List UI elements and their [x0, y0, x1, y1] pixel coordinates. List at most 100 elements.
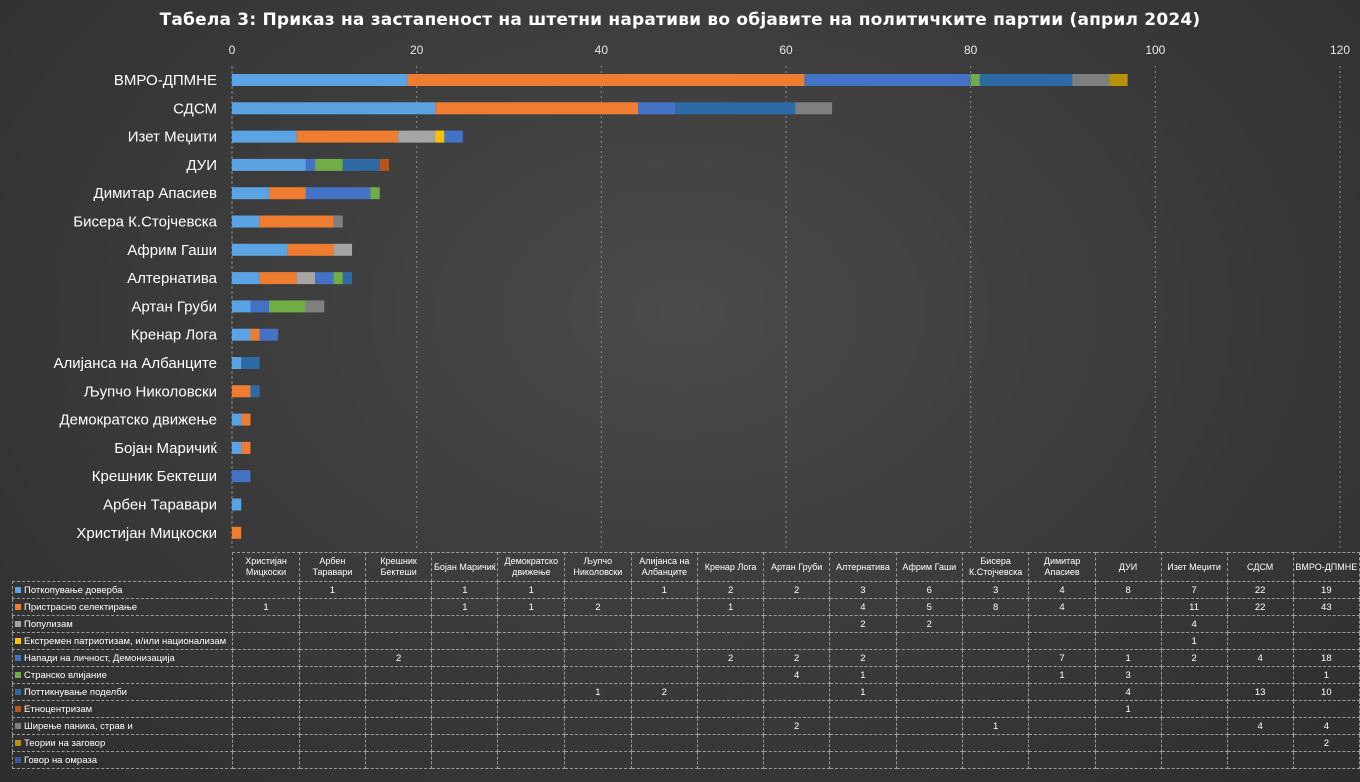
- legend-swatch: [15, 722, 21, 729]
- bar-segment: [232, 158, 306, 171]
- table-cell: [895, 751, 963, 769]
- series-name: Популизам: [24, 618, 73, 630]
- table-cell: [829, 734, 897, 752]
- table-cell: [564, 649, 632, 667]
- bar-segment: [370, 187, 380, 200]
- bar-segment: [305, 300, 325, 313]
- category-label: Алијанса на Албанците: [53, 355, 217, 372]
- table-cell: [961, 649, 1030, 667]
- table-cell: [763, 615, 831, 633]
- table-cell: [763, 700, 831, 718]
- table-cell: [431, 700, 499, 718]
- series-label: Ширење паника, страв и: [11, 717, 234, 735]
- bars: [232, 74, 1128, 539]
- table-cell: [497, 717, 566, 735]
- table-cell: 4: [1028, 581, 1096, 599]
- table-cell: [697, 734, 765, 752]
- x-tick-label-100: 100: [1145, 43, 1165, 57]
- category-label: Демократско движење: [59, 412, 217, 429]
- bar-segment: [268, 300, 306, 313]
- table-cell: 2: [697, 581, 765, 599]
- table-cell: [895, 734, 963, 752]
- table-cell: [630, 632, 699, 650]
- table-cell: 1: [232, 598, 300, 616]
- bar-segment: [232, 187, 269, 200]
- table-cell: 2: [1160, 649, 1228, 667]
- bar-segment: [1072, 74, 1110, 86]
- table-cell: [1094, 734, 1162, 752]
- table-cell: 4: [1226, 649, 1294, 667]
- category-label: ДУИ: [186, 157, 217, 174]
- table-cell: [1160, 666, 1228, 684]
- bar-segment: [379, 158, 389, 171]
- table-corner: [13, 553, 233, 582]
- table-cell: [1028, 615, 1096, 633]
- bar-segment: [979, 74, 1073, 86]
- legend-swatch: [15, 671, 21, 678]
- table-cell: 1: [1094, 700, 1162, 718]
- table-row: Екстремен патриотизам, и/или национализа…: [11, 632, 1360, 650]
- table-cell: 1: [829, 683, 897, 701]
- table-cell: [1292, 615, 1360, 633]
- table-column-header: Димитар Апасиев: [1028, 552, 1096, 582]
- table-column-header: Изет Меџити: [1160, 552, 1228, 582]
- category-label: Крешник Бектеши: [92, 468, 217, 485]
- legend-swatch: [15, 637, 21, 644]
- bar-segment: [315, 158, 343, 171]
- table-cell: [564, 734, 632, 752]
- table-cell: [1028, 734, 1096, 752]
- series-label: Пристрасно селектирање: [11, 598, 234, 616]
- table-column-header: Кренар Лога: [697, 552, 765, 582]
- table-cell: [365, 717, 433, 735]
- table-cell: 5: [895, 598, 963, 616]
- table-cell: [497, 666, 566, 684]
- bar-segment: [232, 357, 242, 369]
- table-cell: 1: [298, 581, 367, 599]
- bar-segment: [398, 130, 436, 143]
- table-cell: [961, 615, 1030, 633]
- table-cell: 3: [961, 581, 1030, 599]
- table-cell: [697, 751, 765, 769]
- table-column-header: Арбен Таравари: [298, 552, 367, 582]
- series-label: Етноцентризам: [11, 700, 234, 718]
- table-cell: [298, 717, 367, 735]
- table-cell: 4: [763, 666, 831, 684]
- table-cell: 2: [829, 615, 897, 633]
- bar-segment: [232, 215, 260, 228]
- table-row: Поттикнување поделби 1 2 1 4 13 10: [11, 683, 1360, 701]
- table-row: Теории на заговор 2: [11, 734, 1360, 752]
- legend-swatch: [15, 620, 21, 627]
- table-cell: [829, 700, 897, 718]
- table-cell: 1: [1028, 666, 1096, 684]
- table-cell: [232, 751, 300, 769]
- table-cell: [298, 734, 367, 752]
- table-column-header: ДУИ: [1094, 552, 1162, 582]
- table-cell: [431, 734, 499, 752]
- table-cell: 2: [763, 649, 831, 667]
- table-cell: [298, 683, 367, 701]
- table-cell: 2: [365, 649, 433, 667]
- category-label: Арбен Таравари: [103, 497, 217, 514]
- bar-segment: [250, 385, 260, 398]
- table-cell: [895, 717, 963, 735]
- table-cell: 3: [829, 581, 897, 599]
- table-cell: [1160, 700, 1228, 718]
- table-cell: [1094, 615, 1162, 633]
- table-cell: [431, 666, 499, 684]
- legend-swatch: [15, 688, 21, 695]
- table-row: Странско влијание 4 1 1 3 1: [11, 666, 1360, 684]
- table-cell: [232, 666, 300, 684]
- table-cell: 2: [829, 649, 897, 667]
- table-cell: [630, 717, 699, 735]
- table-cell: [961, 734, 1030, 752]
- table-cell: [232, 632, 300, 650]
- table-column-header: Бисера К.Стојчевска: [961, 552, 1030, 582]
- table-cell: [895, 683, 963, 701]
- table-cell: [763, 734, 831, 752]
- bar-segment: [250, 328, 260, 341]
- bar-segment: [232, 102, 436, 115]
- legend-swatch: [15, 586, 21, 593]
- table-cell: [365, 581, 433, 599]
- table-cell: [630, 615, 699, 633]
- table-cell: 18: [1292, 649, 1360, 667]
